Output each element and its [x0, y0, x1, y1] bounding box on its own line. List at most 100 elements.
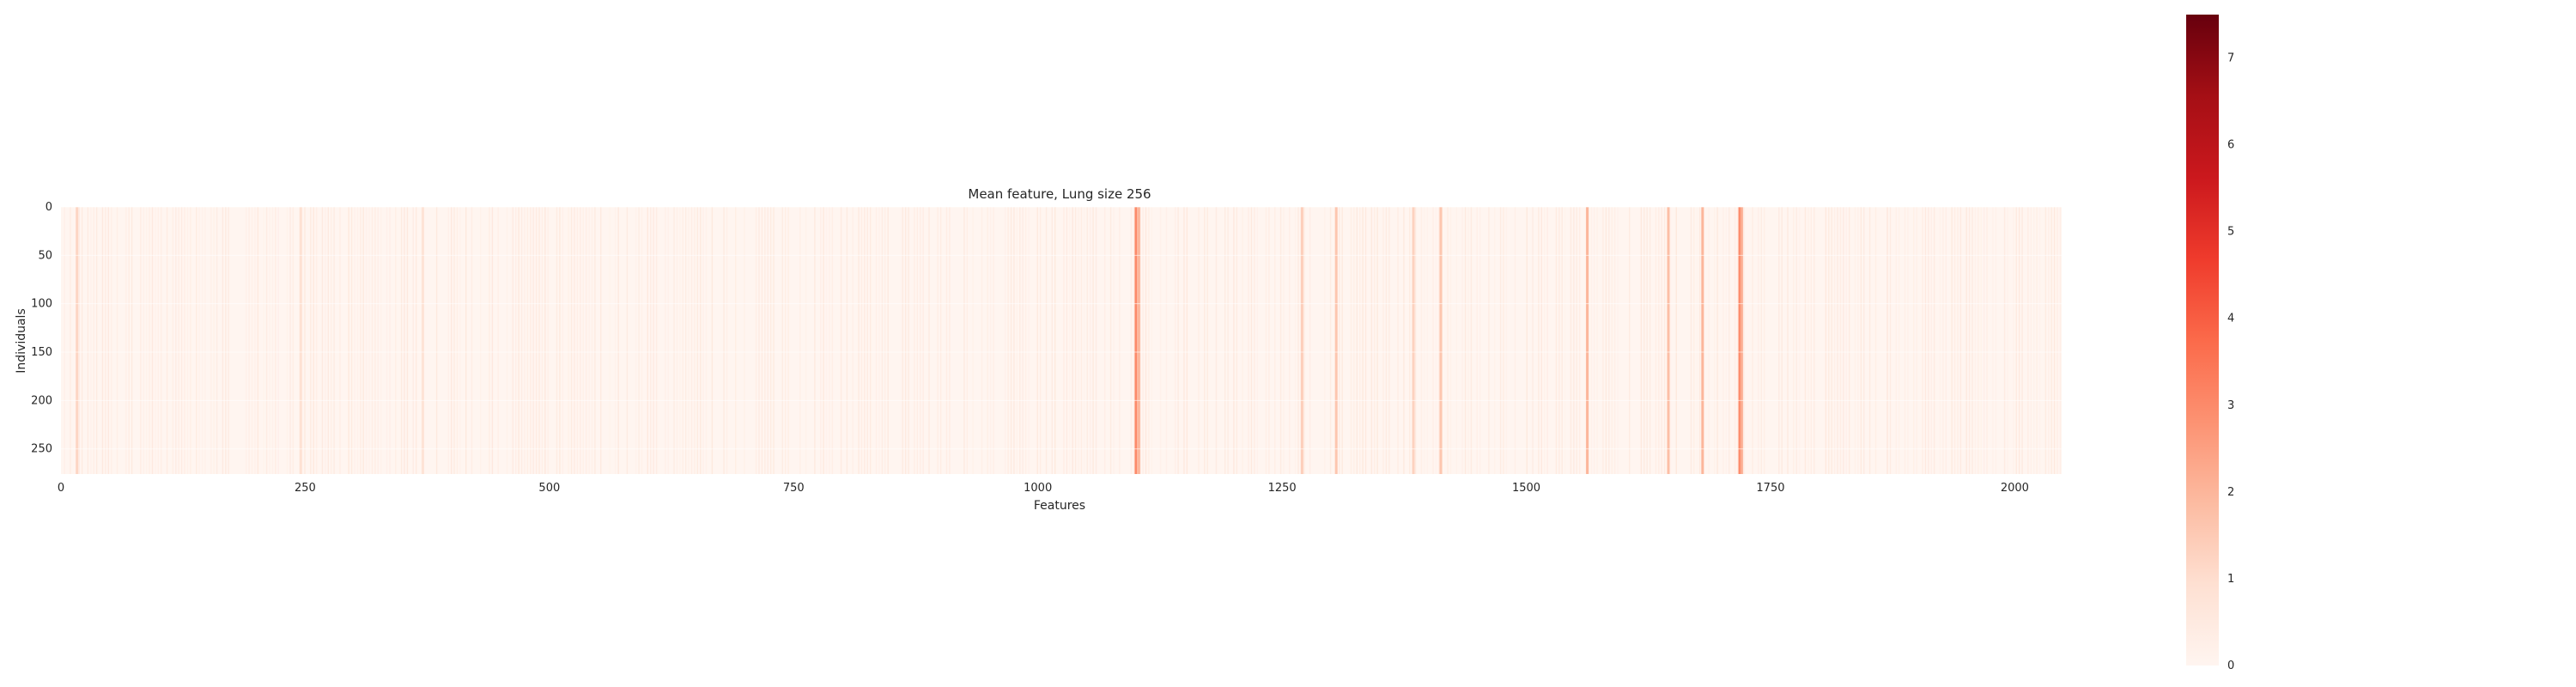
- heat-column: [1590, 207, 1593, 474]
- heat-column: [939, 207, 942, 474]
- heat-column: [125, 207, 127, 474]
- heat-column: [248, 207, 250, 474]
- heat-column: [1810, 207, 1813, 474]
- colorbar-tick-label: 1: [2227, 573, 2234, 586]
- heat-column: [1370, 207, 1373, 474]
- heat-column: [1725, 207, 1728, 474]
- heat-column: [1857, 207, 1859, 474]
- heat-column: [1016, 207, 1018, 474]
- heat-column: [1617, 207, 1619, 474]
- heat-column: [1250, 207, 1253, 474]
- heat-column-highlight: [1586, 207, 1589, 474]
- heat-column: [1573, 207, 1575, 474]
- heat-column: [1074, 207, 1077, 474]
- heat-column: [1578, 207, 1581, 474]
- heat-column: [723, 207, 725, 474]
- heat-column: [1165, 207, 1168, 474]
- heat-column: [1426, 207, 1428, 474]
- x-tick-label: 1000: [1024, 482, 1052, 495]
- heat-column: [1095, 207, 1097, 474]
- heat-column: [556, 207, 558, 474]
- heat-column: [1268, 207, 1270, 474]
- heat-column: [1675, 207, 1678, 474]
- heat-column: [1787, 207, 1789, 474]
- heat-column: [271, 207, 274, 474]
- heat-column: [107, 207, 110, 474]
- heat-column: [711, 207, 714, 474]
- heat-column-highlight: [1740, 207, 1743, 474]
- heat-column: [582, 207, 584, 474]
- heat-column: [1019, 207, 1021, 474]
- heat-column: [1341, 207, 1343, 474]
- heat-column: [562, 207, 564, 474]
- heat-column: [1022, 207, 1024, 474]
- heat-column: [1713, 207, 1716, 474]
- heat-column: [1382, 207, 1384, 474]
- heat-column: [1233, 207, 1235, 474]
- heat-column: [1924, 207, 1927, 474]
- heat-column: [348, 207, 349, 474]
- heat-column: [769, 207, 772, 474]
- heat-column: [981, 207, 983, 474]
- heat-column: [814, 207, 816, 474]
- x-tick-label: 2000: [2001, 482, 2029, 495]
- heat-column: [412, 207, 414, 474]
- heat-column: [518, 207, 519, 474]
- heat-column: [339, 207, 341, 474]
- heat-column: [679, 207, 681, 474]
- heat-column: [864, 207, 866, 474]
- heat-column: [2059, 207, 2062, 474]
- heat-column: [111, 207, 112, 474]
- heat-column: [1833, 207, 1836, 474]
- heat-column: [225, 207, 227, 474]
- y-tick-label: 0: [46, 201, 52, 214]
- heat-column: [1104, 207, 1106, 474]
- heat-column: [1092, 207, 1094, 474]
- heat-column: [535, 207, 538, 474]
- heat-column: [497, 207, 499, 474]
- colorbar-tick-label: 6: [2227, 139, 2234, 152]
- heat-column: [180, 207, 183, 474]
- heat-column: [866, 207, 868, 474]
- heat-column: [638, 207, 640, 474]
- heat-column: [641, 207, 643, 474]
- heat-column: [1959, 207, 1962, 474]
- heat-column: [1558, 207, 1560, 474]
- heat-column: [1629, 207, 1631, 474]
- colorbar-ticks: 0 1 2 3 4 5 6 7: [2227, 52, 2234, 672]
- heat-column: [673, 207, 675, 474]
- heat-column: [1385, 207, 1388, 474]
- heat-column: [459, 207, 461, 474]
- heat-column: [1279, 207, 1282, 474]
- heat-column: [544, 207, 546, 474]
- heat-column: [515, 207, 517, 474]
- heat-column: [275, 207, 276, 474]
- colorbar-tick-label: 2: [2227, 486, 2234, 499]
- heat-column: [945, 207, 948, 474]
- heat-column: [1795, 207, 1797, 474]
- heat-column: [406, 207, 409, 474]
- heat-column: [916, 207, 919, 474]
- heat-column: [1804, 207, 1807, 474]
- heat-column: [1358, 207, 1361, 474]
- heat-column: [831, 207, 834, 474]
- heat-column: [773, 207, 775, 474]
- heat-column: [1737, 207, 1739, 474]
- heat-column: [365, 207, 368, 474]
- heat-column: [1350, 207, 1352, 474]
- heat-column: [1968, 207, 1971, 474]
- heat-column: [949, 207, 951, 474]
- heat-column: [1051, 207, 1054, 474]
- heat-column: [1080, 207, 1083, 474]
- heat-column: [222, 207, 224, 474]
- heat-column: [1942, 207, 1944, 474]
- heat-column: [2007, 207, 2008, 474]
- heat-column: [145, 207, 148, 474]
- heat-column: [2018, 207, 2020, 474]
- heat-column: [1971, 207, 1973, 474]
- heat-column: [1564, 207, 1566, 474]
- heat-column-highlight: [1412, 207, 1415, 474]
- heat-column: [1447, 207, 1449, 474]
- heat-column: [1895, 207, 1897, 474]
